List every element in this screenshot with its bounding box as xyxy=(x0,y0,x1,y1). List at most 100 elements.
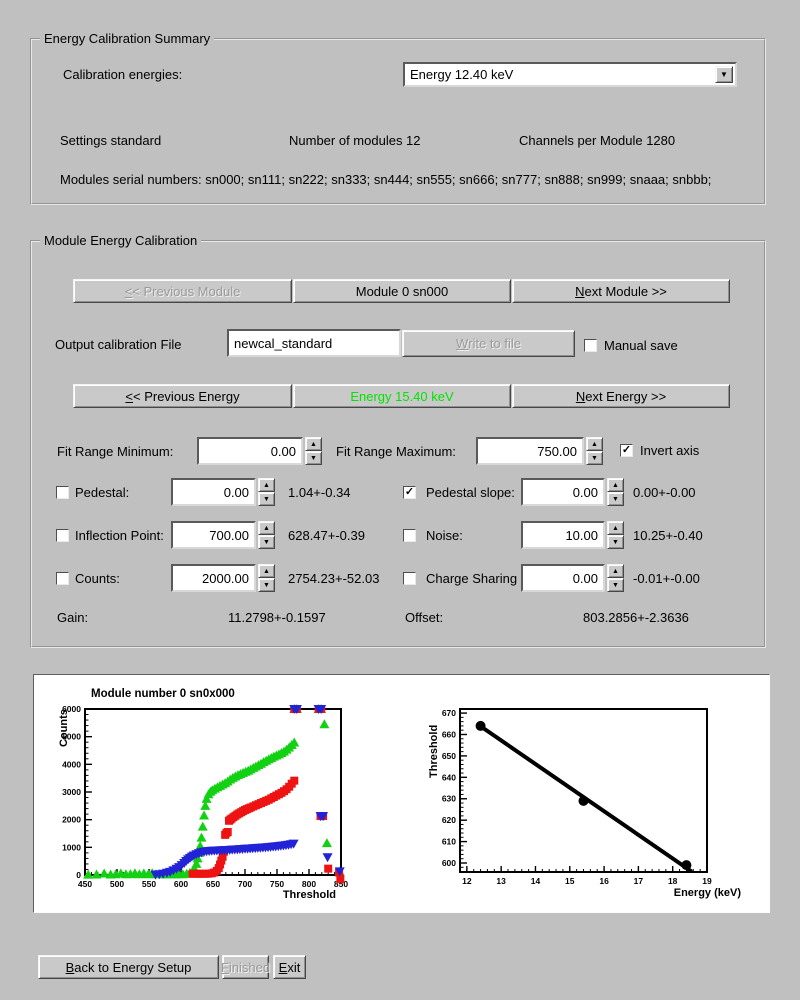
output-file-input[interactable]: newcal_standard xyxy=(227,329,401,357)
pedestal-checkbox[interactable] xyxy=(56,486,69,499)
pedestal-down-button[interactable]: ▼ xyxy=(258,492,275,506)
spin-up-icon: ▲ xyxy=(263,481,270,489)
counts-down-button[interactable]: ▼ xyxy=(258,578,275,592)
blue-triangle-scan xyxy=(150,705,345,880)
output-file-value: newcal_standard xyxy=(234,335,333,351)
previous-energy-button[interactable]: < < Previous Energy xyxy=(73,384,292,408)
svg-text:450: 450 xyxy=(78,879,92,889)
inflection-checkbox[interactable] xyxy=(56,529,69,542)
fit-max-label: Fit Range Maximum: xyxy=(336,444,456,459)
charge-sharing-value: 0.00 xyxy=(572,570,598,586)
output-file-label: Output calibration File xyxy=(55,337,182,352)
counts-checkbox[interactable] xyxy=(56,572,69,585)
pedestal-value: 0.00 xyxy=(223,484,249,500)
inflection-up-button[interactable]: ▲ xyxy=(258,521,275,535)
energy-select[interactable]: Energy 12.40 keV ▼ xyxy=(403,62,737,87)
plot-panel: 450 500 550 600 650 700 750 800 850 0 1000 2000 3000… xyxy=(33,674,770,913)
charge-sharing-down-button[interactable]: ▼ xyxy=(607,578,624,592)
threshold-scan-plot: 450 500 550 600 650 700 750 800 850 0 1000 2000 3000… xyxy=(58,688,348,901)
previous-module-button[interactable]: < < Previous Module xyxy=(73,279,292,303)
inflection-value: 700.00 xyxy=(209,527,249,543)
svg-text:13: 13 xyxy=(496,876,506,886)
calibration-energies-label: Calibration energies: xyxy=(63,67,183,82)
offset-label: Offset: xyxy=(405,610,444,625)
noise-value: 10.00 xyxy=(565,527,598,543)
counts-stat: 2754.23+-52.03 xyxy=(288,571,380,586)
gain-label: Gain: xyxy=(57,610,89,625)
module-serials-label: Modules serial numbers: sn000; sn111; sn… xyxy=(60,172,712,187)
fit-min-value: 0.00 xyxy=(270,443,296,459)
svg-text:14: 14 xyxy=(531,876,541,886)
inflection-label: Inflection Point: xyxy=(75,528,164,543)
fit-max-value: 750.00 xyxy=(537,443,577,459)
pedestal-label: Pedestal: xyxy=(75,485,130,500)
noise-checkbox[interactable] xyxy=(403,529,416,542)
fit-max-input[interactable]: 750.00 xyxy=(476,437,584,465)
pedestal-input[interactable]: 0.00 xyxy=(171,478,256,506)
spin-up-icon: ▲ xyxy=(612,524,619,532)
svg-text:1000: 1000 xyxy=(62,842,81,852)
num-modules-label: Number of modules 12 xyxy=(289,133,421,148)
x-axis-title: Energy (keV) xyxy=(674,887,742,899)
module-calibration-title: Module Energy Calibration xyxy=(40,233,202,248)
svg-text:800: 800 xyxy=(302,879,316,889)
manual-save-checkbox[interactable] xyxy=(584,339,597,352)
pedestal-slope-down-button[interactable]: ▼ xyxy=(607,492,624,506)
charge-sharing-input[interactable]: 0.00 xyxy=(521,564,605,592)
charge-sharing-stat: -0.01+-0.00 xyxy=(633,571,700,586)
spin-up-icon: ▲ xyxy=(612,481,619,489)
charge-sharing-up-button[interactable]: ▲ xyxy=(607,564,624,578)
fit-max-up-button[interactable]: ▲ xyxy=(586,437,603,451)
fit-max-down-button[interactable]: ▼ xyxy=(586,451,603,465)
svg-text:620: 620 xyxy=(442,815,456,825)
counts-up-button[interactable]: ▲ xyxy=(258,564,275,578)
svg-text:650: 650 xyxy=(206,879,220,889)
spin-up-icon: ▲ xyxy=(263,567,270,575)
svg-text:3000: 3000 xyxy=(62,787,81,797)
spin-down-icon: ▼ xyxy=(591,454,598,462)
pedestal-slope-stat: 0.00+-0.00 xyxy=(633,485,696,500)
inflection-point-vs-energy xyxy=(475,720,692,871)
dropdown-arrow-button[interactable]: ▼ xyxy=(715,66,733,83)
noise-up-button[interactable]: ▲ xyxy=(607,521,624,535)
channels-per-module-label: Channels per Module 1280 xyxy=(519,133,676,148)
fit-min-input[interactable]: 0.00 xyxy=(197,437,303,465)
pedestal-slope-checkbox[interactable]: ✓ xyxy=(403,486,416,499)
svg-text:18: 18 xyxy=(668,876,678,886)
noise-down-button[interactable]: ▼ xyxy=(607,535,624,549)
energy-select-value: Energy 12.40 keV xyxy=(410,67,514,82)
spin-down-icon: ▼ xyxy=(310,454,317,462)
svg-text:660: 660 xyxy=(442,729,456,739)
svg-text:5000: 5000 xyxy=(62,732,81,742)
svg-text:550: 550 xyxy=(142,879,156,889)
pedestal-up-button[interactable]: ▲ xyxy=(258,478,275,492)
invert-axis-checkbox[interactable]: ✓ xyxy=(620,444,633,457)
fit-min-up-button[interactable]: ▲ xyxy=(305,437,322,451)
dropdown-arrow-icon: ▼ xyxy=(720,70,728,79)
svg-text:4000: 4000 xyxy=(62,759,81,769)
spin-up-icon: ▲ xyxy=(612,567,619,575)
inflection-input[interactable]: 700.00 xyxy=(171,521,256,549)
counts-input[interactable]: 2000.00 xyxy=(171,564,256,592)
inflection-down-button[interactable]: ▼ xyxy=(258,535,275,549)
spin-down-icon: ▼ xyxy=(612,581,619,589)
charge-sharing-label: Charge Sharing xyxy=(426,571,518,586)
svg-text:630: 630 xyxy=(442,794,456,804)
noise-input[interactable]: 10.00 xyxy=(521,521,605,549)
pedestal-slope-value: 0.00 xyxy=(572,484,598,500)
charge-sharing-checkbox[interactable] xyxy=(403,572,416,585)
svg-text:670: 670 xyxy=(442,708,456,718)
pedestal-slope-input[interactable]: 0.00 xyxy=(521,478,605,506)
pedestal-slope-up-button[interactable]: ▲ xyxy=(607,478,624,492)
svg-text:650: 650 xyxy=(442,751,456,761)
svg-text:750: 750 xyxy=(270,879,284,889)
svg-text:640: 640 xyxy=(442,772,456,782)
fit-min-down-button[interactable]: ▼ xyxy=(305,451,322,465)
svg-text:700: 700 xyxy=(238,879,252,889)
